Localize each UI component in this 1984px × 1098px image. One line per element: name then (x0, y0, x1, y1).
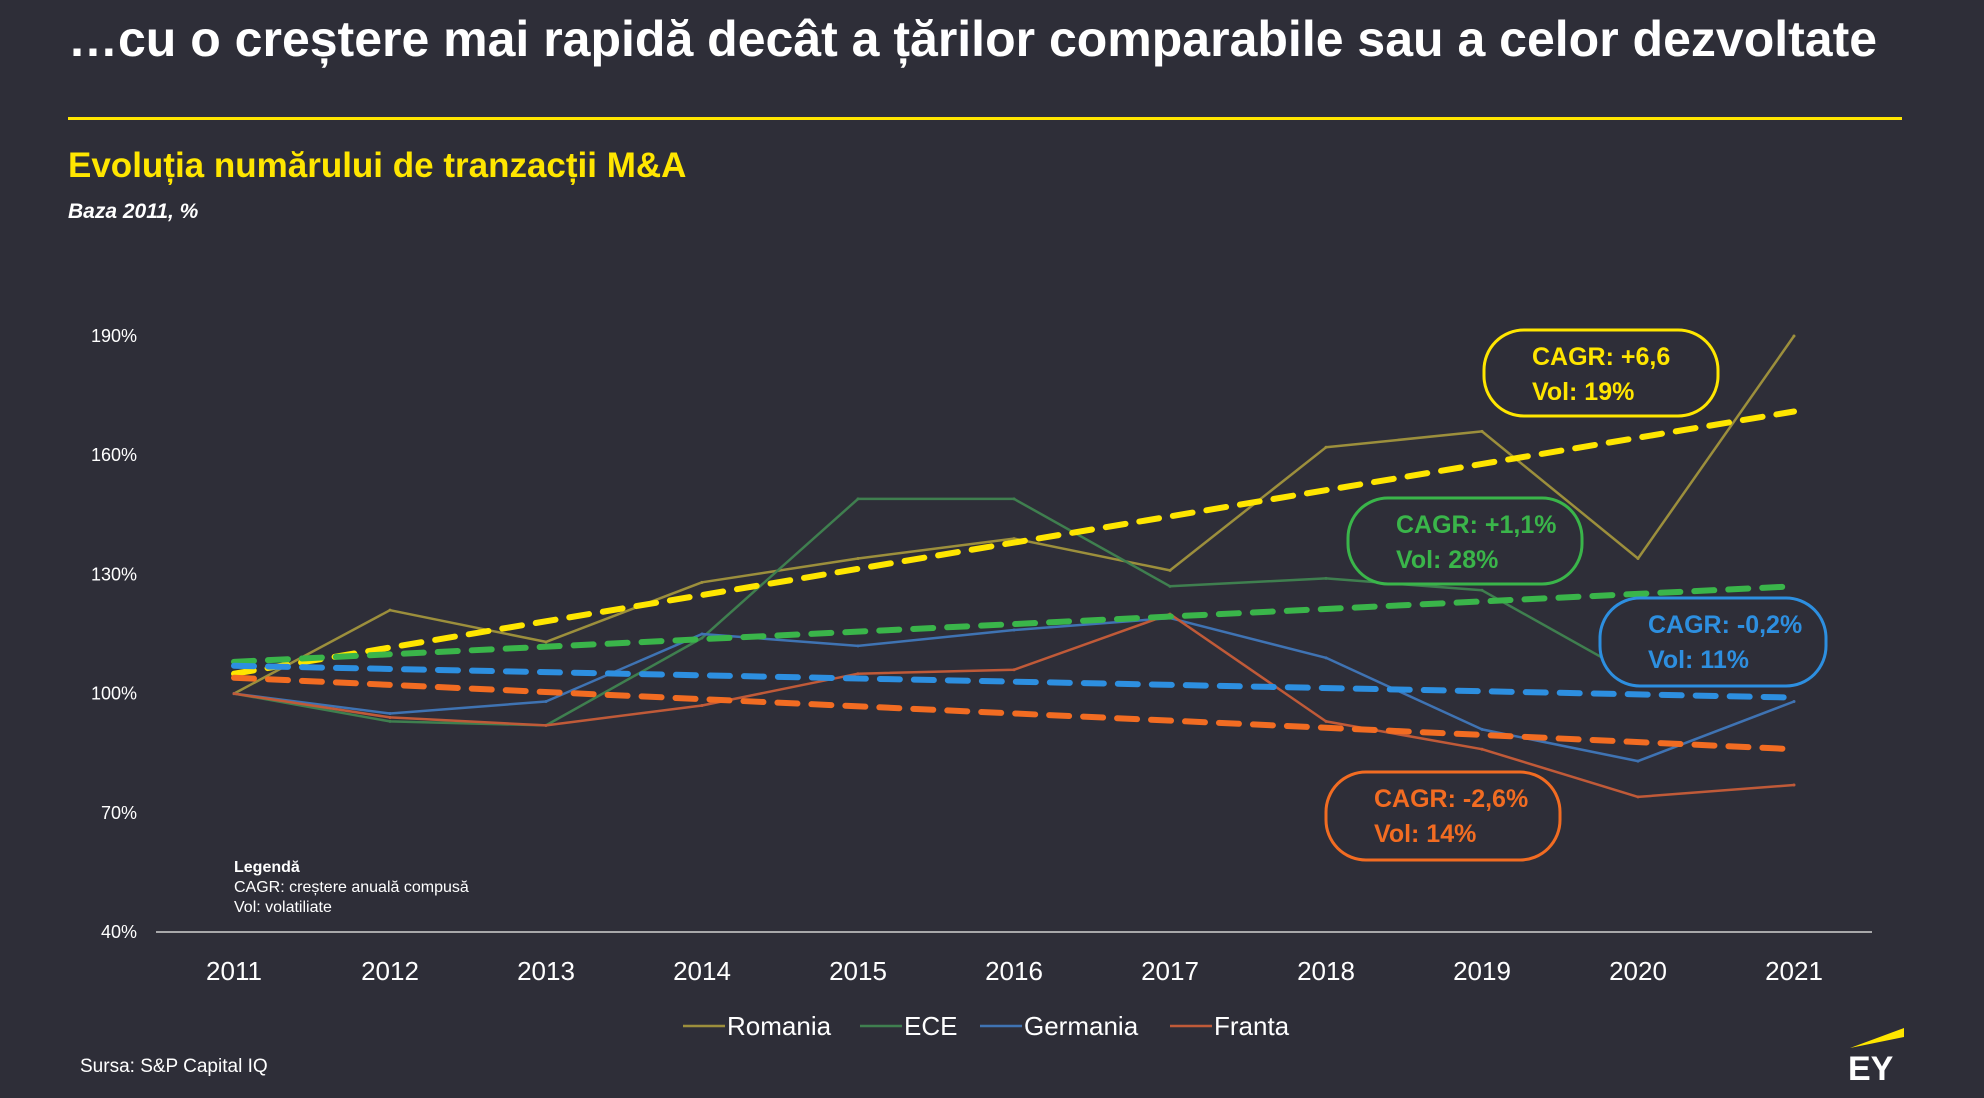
data-point-franta (1792, 783, 1796, 787)
legend-label: ECE (904, 1011, 957, 1041)
annotation-box (1482, 328, 1720, 418)
trendline (231, 674, 1797, 753)
data-point-franta (1324, 719, 1328, 723)
legend-note-vol: Vol: volatiliate (234, 899, 332, 916)
data-point-ece (1480, 588, 1484, 592)
legend-note-cagr: CAGR: creștere anuală compusă (234, 879, 469, 896)
title-divider (68, 117, 1902, 120)
data-point-germania (700, 632, 704, 636)
data-point-romania (856, 557, 860, 561)
data-point-ece (1012, 497, 1016, 501)
legend-note-heading: Legendă (234, 859, 300, 876)
legend-note: Legendă CAGR: creștere anuală compusă Vo… (234, 858, 469, 918)
data-point-romania (1168, 568, 1172, 572)
page-title: …cu o creștere mai rapidă decât a țărilo… (68, 11, 1878, 67)
annotation-box (1598, 596, 1828, 688)
x-tick-label: 2015 (829, 956, 887, 986)
y-tick-label: 70% (101, 803, 137, 823)
x-tick-label: 2014 (673, 956, 731, 986)
data-point-franta (388, 715, 392, 719)
x-tick-label: 2019 (1453, 956, 1511, 986)
series-line-franta (233, 612, 1795, 799)
y-tick-label: 130% (91, 564, 137, 584)
annotation-cagr: CAGR: +1,1% (1396, 511, 1556, 539)
data-point-franta (544, 723, 548, 727)
data-point-franta (1012, 668, 1016, 672)
chart-title: Evoluția numărului de tranzacții M&A (68, 146, 687, 185)
data-point-franta (1636, 795, 1640, 799)
chart-subtitle: Baza 2011, % (68, 200, 199, 223)
data-point-franta (700, 704, 704, 708)
x-tick-label: 2012 (361, 956, 419, 986)
annotation-cagr: CAGR: -0,2% (1648, 611, 1802, 639)
data-point-germania (1636, 759, 1640, 763)
source-note: Sursa: S&P Capital IQ (80, 1056, 268, 1077)
data-point-romania (1012, 537, 1016, 541)
trendline (231, 662, 1797, 701)
data-point-germania (388, 711, 392, 715)
data-point-ece (388, 719, 392, 723)
y-tick-label: 160% (91, 445, 137, 465)
data-point-germania (1792, 700, 1796, 704)
data-point-romania (1636, 557, 1640, 561)
x-tick-label: 2013 (517, 956, 575, 986)
annotation-vol: Vol: 14% (1374, 820, 1476, 848)
data-point-romania (544, 640, 548, 644)
x-tick-label: 2016 (985, 956, 1043, 986)
legend-label: Romania (727, 1011, 832, 1041)
annotation-cagr: CAGR: +6,6 (1532, 343, 1670, 371)
data-point-germania (1480, 727, 1484, 731)
annotation-box (1324, 770, 1562, 862)
trendline (231, 408, 1797, 677)
annotation-box (1346, 496, 1584, 586)
data-point-germania (1324, 656, 1328, 660)
data-point-franta (1480, 747, 1484, 751)
data-point-romania (1480, 429, 1484, 433)
data-point-germania (856, 644, 860, 648)
ey-logo-text: EY (1848, 1050, 1894, 1082)
y-tick-label: 100% (91, 684, 137, 704)
data-point-germania (544, 700, 548, 704)
y-tick-label: 40% (101, 922, 137, 942)
x-tick-label: 2021 (1765, 956, 1823, 986)
x-tick-label: 2018 (1297, 956, 1355, 986)
data-point-romania (388, 608, 392, 612)
x-tick-label: 2011 (206, 956, 262, 986)
data-point-romania (1324, 445, 1328, 449)
ey-logo: EY (1848, 1028, 1904, 1082)
x-tick-label: 2017 (1141, 956, 1199, 986)
data-point-ece (700, 636, 704, 640)
annotation-vol: Vol: 28% (1396, 546, 1498, 574)
legend-label: Franta (1214, 1011, 1290, 1041)
data-point-franta (232, 692, 236, 696)
annotation-cagr: CAGR: -2,6% (1374, 785, 1528, 813)
annotation-vol: Vol: 11% (1648, 646, 1749, 674)
y-tick-label: 190% (91, 326, 137, 346)
data-point-germania (1012, 628, 1016, 632)
trendline (231, 583, 1797, 665)
data-point-ece (856, 497, 860, 501)
data-point-ece (1168, 584, 1172, 588)
data-point-romania (1792, 334, 1796, 338)
annotation-vol: Vol: 19% (1532, 378, 1634, 406)
x-tick-label: 2020 (1609, 956, 1667, 986)
data-point-franta (856, 672, 860, 676)
data-point-ece (1324, 576, 1328, 580)
data-point-romania (700, 580, 704, 584)
legend-label: Germania (1024, 1011, 1139, 1041)
